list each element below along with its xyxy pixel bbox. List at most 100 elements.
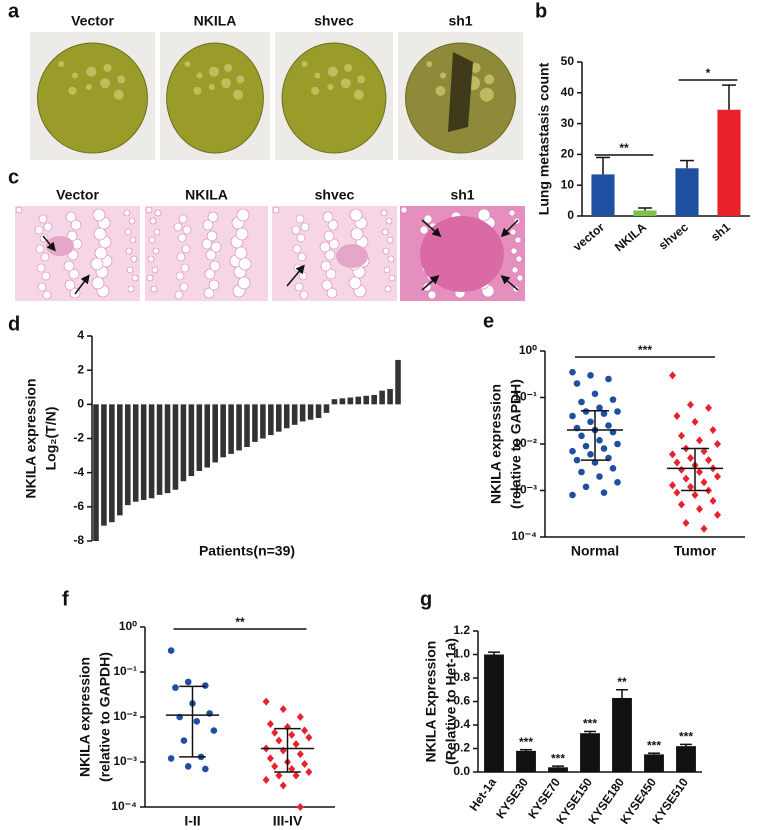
- alveolus: [70, 219, 82, 231]
- data-point: [266, 719, 274, 728]
- bar: [484, 654, 504, 772]
- nodule: [435, 85, 446, 96]
- bar: [276, 404, 282, 432]
- alveolus: [349, 208, 363, 222]
- bar: [228, 404, 234, 454]
- significance: ***: [583, 717, 597, 731]
- y-tick-label: 4: [77, 328, 84, 342]
- y-tick-label: 0.4: [453, 717, 470, 731]
- data-point: [582, 442, 590, 450]
- y-tick-label: 10⁻²: [513, 436, 537, 450]
- significance: **: [619, 141, 629, 155]
- data-point: [275, 771, 283, 780]
- data-point: [573, 380, 581, 387]
- alveolus: [508, 209, 516, 217]
- y-tick-label: -6: [73, 499, 84, 513]
- panel-letter: c: [8, 166, 19, 188]
- y-tick-label: 0.8: [453, 670, 470, 684]
- alveolus: [293, 263, 303, 273]
- y-axis-title: (Relative to Het-1a): [443, 638, 459, 765]
- bar: [109, 404, 115, 523]
- y-axis-title: NKILA Expression: [423, 641, 439, 763]
- image-caption: NKILA: [185, 187, 228, 203]
- alveolus: [380, 209, 388, 217]
- y-tick-label: 50: [561, 54, 575, 68]
- data-point: [202, 682, 209, 689]
- nodule: [224, 63, 233, 72]
- data-point: [596, 404, 603, 412]
- alveolus: [94, 246, 108, 260]
- significance: ***: [679, 730, 693, 744]
- arrow: [500, 275, 519, 291]
- data-point: [691, 491, 699, 500]
- alveolus: [204, 268, 216, 280]
- y-tick-label: 10⁻¹: [113, 664, 137, 678]
- bar: [548, 767, 568, 772]
- alveolus: [207, 211, 219, 223]
- data-point: [596, 473, 603, 480]
- bar: [612, 697, 632, 772]
- bar: [675, 168, 699, 216]
- error-bar: [552, 765, 564, 768]
- alveolus: [125, 247, 133, 255]
- data-point: [301, 760, 309, 769]
- data-point: [569, 368, 576, 376]
- data-point: [682, 519, 690, 528]
- panel-letter: g: [420, 588, 432, 610]
- data-point: [202, 765, 209, 773]
- data-point: [609, 396, 617, 403]
- error-bar: [648, 752, 660, 755]
- alveolus: [90, 257, 104, 271]
- alveolus: [477, 208, 491, 222]
- bar: [516, 750, 536, 772]
- alveolus: [348, 276, 362, 290]
- data-point: [587, 418, 594, 426]
- alveolus: [175, 271, 185, 281]
- y-tick-label: 10⁻²: [113, 709, 137, 723]
- x-axis-title: Patients(n=39): [199, 543, 295, 559]
- alveolus: [516, 274, 524, 282]
- focus: [336, 244, 368, 268]
- nodule: [196, 72, 203, 79]
- lung-photo: [160, 32, 270, 160]
- alveolus: [129, 236, 137, 244]
- bar: [307, 404, 314, 420]
- significance: **: [617, 675, 627, 689]
- alveolus: [176, 252, 186, 262]
- bar: [363, 395, 370, 405]
- data-point: [696, 436, 703, 445]
- data-point: [172, 684, 179, 691]
- error-bar: [680, 159, 694, 169]
- error-bar: [722, 84, 736, 110]
- alveolus: [299, 290, 309, 300]
- data-point: [275, 736, 283, 745]
- alveolus: [173, 222, 183, 232]
- alveolus: [237, 276, 251, 290]
- data-point: [292, 771, 300, 780]
- alveolus: [422, 282, 432, 292]
- nodule: [100, 78, 110, 89]
- bar: [347, 397, 354, 405]
- alveolus: [123, 209, 131, 217]
- alveolus: [300, 222, 310, 232]
- y-tick-label: 0.0: [453, 764, 470, 778]
- y-tick-label: 0.6: [453, 694, 470, 708]
- alveolus: [322, 211, 334, 223]
- significance: *: [706, 66, 711, 80]
- image-caption: shvec: [314, 13, 354, 29]
- data-point: [591, 390, 599, 398]
- y-tick-label: 10⁰: [519, 343, 537, 357]
- data-point: [578, 432, 585, 440]
- nodule: [103, 63, 112, 72]
- alveolus: [387, 255, 395, 263]
- alveolus: [92, 208, 106, 222]
- bar: [355, 396, 362, 405]
- alveolus: [202, 219, 214, 231]
- lung-photo: [30, 32, 155, 160]
- data-point: [288, 730, 296, 739]
- data-point: [578, 468, 585, 476]
- bar: [212, 404, 218, 463]
- alveolus: [320, 260, 332, 272]
- alveolus: [180, 263, 190, 273]
- alveolus: [234, 246, 248, 260]
